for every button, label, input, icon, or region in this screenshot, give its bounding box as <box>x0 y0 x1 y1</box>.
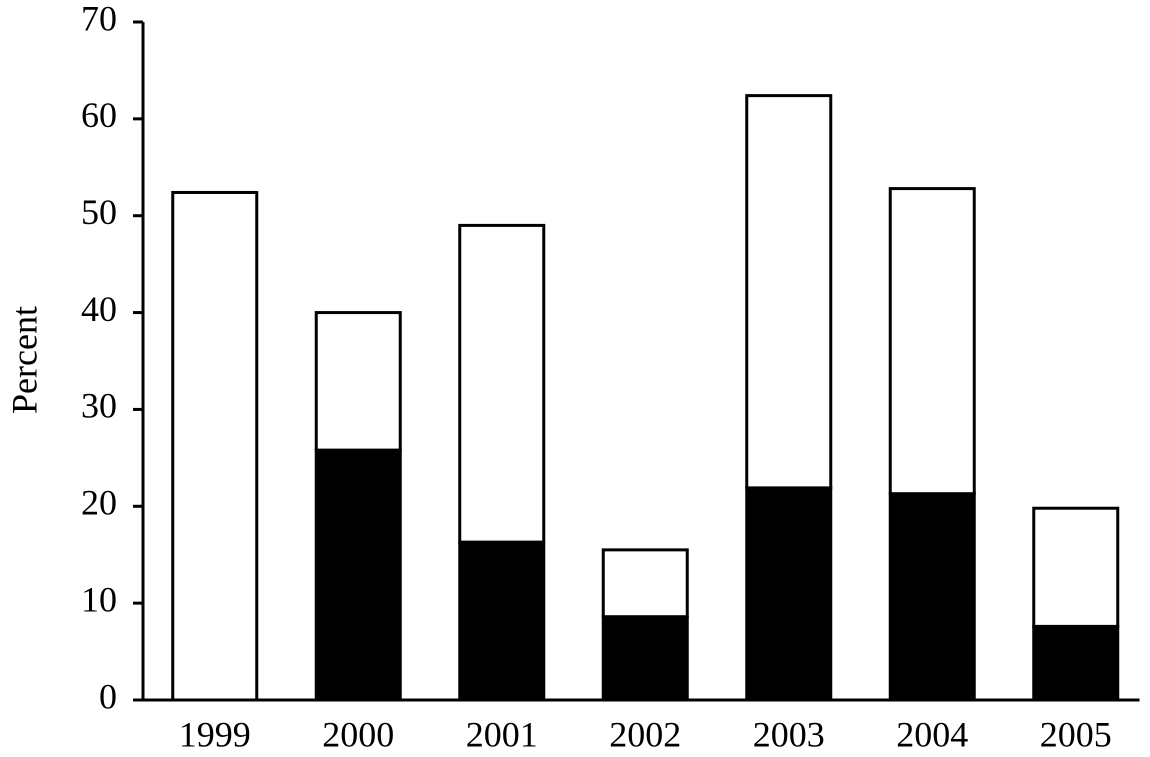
y-tick-label: 10 <box>81 579 117 619</box>
bar-segment <box>171 190 259 702</box>
bar-segment <box>458 223 546 544</box>
bar-segment <box>314 448 402 702</box>
bar-segment <box>601 615 689 702</box>
x-tick-label: 2003 <box>753 714 825 754</box>
bar-segment <box>458 540 546 702</box>
x-tick-label: 2002 <box>609 714 681 754</box>
y-tick-label: 20 <box>81 483 117 523</box>
y-tick-label: 30 <box>81 386 117 426</box>
y-axis-label: Percent <box>4 306 44 414</box>
bar-segment <box>888 187 976 496</box>
bar-segment <box>1032 624 1120 702</box>
y-tick-label: 70 <box>81 0 117 38</box>
bar-segment <box>314 311 402 452</box>
x-tick-label: 1999 <box>179 714 251 754</box>
x-tick-label: 2004 <box>896 714 968 754</box>
x-tick-label: 2000 <box>322 714 394 754</box>
bar-segment <box>745 94 833 490</box>
x-tick-label: 2001 <box>466 714 538 754</box>
bar-segment <box>888 492 976 702</box>
y-tick-label: 40 <box>81 289 117 329</box>
y-tick-label: 60 <box>81 95 117 135</box>
bar-segment <box>1032 506 1120 628</box>
bar-segment <box>745 486 833 702</box>
y-tick-label: 0 <box>99 676 117 716</box>
x-tick-label: 2005 <box>1040 714 1112 754</box>
bar-segment <box>601 548 689 619</box>
y-tick-label: 50 <box>81 192 117 232</box>
